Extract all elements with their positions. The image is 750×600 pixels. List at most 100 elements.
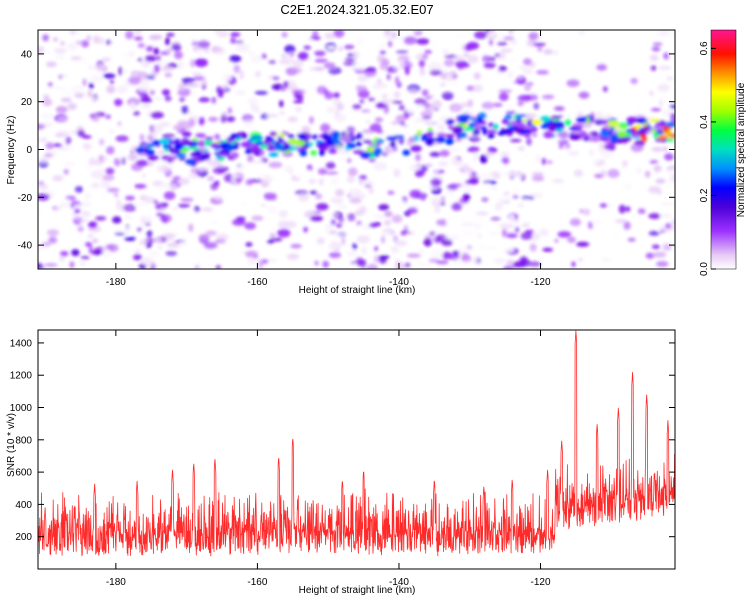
heatmap-cell <box>65 136 72 145</box>
heatmap-cell <box>87 65 95 70</box>
heatmap-cell <box>555 126 562 130</box>
heatmap-cell <box>133 171 141 178</box>
heatmap-cell <box>473 257 478 264</box>
heatmap-cell <box>489 38 493 46</box>
heatmap-cell <box>431 40 441 50</box>
heatmap-cell <box>376 78 382 85</box>
heatmap-cell <box>648 186 662 194</box>
heatmap-cell <box>268 237 283 242</box>
heatmap-cell <box>395 240 408 247</box>
heatmap-cell <box>240 141 252 148</box>
heatmap-cell <box>47 229 59 237</box>
heatmap-cell <box>60 89 73 97</box>
heatmap-cell <box>458 141 469 148</box>
heatmap-cell <box>121 157 126 165</box>
heatmap-cell <box>666 138 675 142</box>
heatmap-cell <box>165 233 178 237</box>
heatmap-cell <box>610 126 615 132</box>
heatmap-cell <box>379 248 388 254</box>
heatmap-cell <box>159 138 170 145</box>
heatmap-cell <box>357 74 369 82</box>
heatmap-cell <box>99 190 110 199</box>
heatmap-cell <box>40 137 48 143</box>
heatmap-cell <box>428 196 442 204</box>
heatmap-cell <box>56 202 62 211</box>
heatmap-cell <box>316 203 329 211</box>
heatmap-cell <box>421 89 429 97</box>
heatmap-cell <box>648 213 661 220</box>
heatmap-cell <box>133 254 142 261</box>
heatmap-cell <box>501 118 508 125</box>
heatmap-cell <box>468 237 483 242</box>
heatmap-cell <box>42 34 49 42</box>
heatmap-cell <box>649 54 659 62</box>
heatmap-cell <box>106 145 115 155</box>
heatmap-cell <box>87 89 93 98</box>
heatmap-cell <box>539 228 549 237</box>
heatmap-cell <box>306 38 315 42</box>
heatmap-cell <box>82 78 87 87</box>
heatmap-cell <box>450 202 463 211</box>
heatmap-cell <box>190 59 196 68</box>
heatmap-cell <box>99 138 105 146</box>
heatmap-cell <box>105 167 115 175</box>
heatmap-cell <box>137 43 145 48</box>
heatmap-cell <box>523 154 530 158</box>
heatmap-cell <box>356 85 368 94</box>
heatmap-cell <box>171 44 182 51</box>
heatmap-cell <box>127 154 139 161</box>
heatmap-cell <box>174 50 183 60</box>
heatmap-cell <box>373 162 388 171</box>
heatmap-cell <box>602 86 608 92</box>
heatmap-cell <box>373 85 381 90</box>
heatmap-cell <box>576 116 588 123</box>
heatmap-cell <box>393 91 401 99</box>
heatmap-cell <box>494 109 504 119</box>
snr-frame <box>37 329 676 570</box>
heatmap-cell <box>440 202 446 206</box>
heatmap-cell <box>466 85 476 92</box>
heatmap-cell <box>245 242 253 247</box>
heatmap-cell <box>156 245 164 249</box>
heatmap-cell <box>566 79 580 87</box>
heatmap-cell <box>337 204 348 209</box>
heatmap-cell <box>504 114 513 120</box>
heatmap-cell <box>330 177 340 186</box>
heatmap-cell <box>520 232 533 240</box>
heatmap-cell <box>528 261 541 267</box>
heatmap-cell <box>398 104 405 111</box>
heatmap-cell <box>149 89 155 96</box>
heatmap-cell <box>519 256 528 265</box>
heatmap-cell <box>508 30 514 35</box>
heatmap-cell <box>221 81 228 91</box>
heatmap-cell <box>384 30 391 36</box>
heatmap-cell <box>383 219 392 226</box>
heatmap-cell <box>494 202 503 211</box>
heatmap-cell <box>526 137 532 146</box>
heatmap-cell <box>67 144 76 152</box>
heatmap-cell <box>53 143 63 148</box>
heatmap-cell <box>312 30 319 37</box>
heatmap-cell <box>394 251 405 257</box>
spectrogram-x-tick-label: -180 <box>106 277 126 288</box>
heatmap-cell <box>474 123 482 131</box>
heatmap-cell <box>67 43 77 51</box>
heatmap-cell <box>643 198 649 203</box>
heatmap-cell <box>607 168 620 178</box>
heatmap-cell <box>92 238 99 243</box>
heatmap-cell <box>272 76 280 80</box>
heatmap-cell <box>444 251 450 259</box>
heatmap-cell <box>320 123 331 133</box>
heatmap-cell <box>503 191 510 196</box>
heatmap-cell <box>493 102 503 108</box>
heatmap-cell <box>75 40 83 45</box>
heatmap-cell <box>177 60 184 70</box>
heatmap-cell <box>172 176 181 181</box>
spectrogram-x-tick-label: -140 <box>389 277 409 288</box>
heatmap-cell <box>295 190 309 196</box>
heatmap-cell <box>144 213 152 221</box>
heatmap-cell <box>277 228 291 238</box>
heatmap-cell <box>460 102 470 108</box>
heatmap-cell <box>222 73 233 82</box>
heatmap-cell <box>482 55 491 63</box>
